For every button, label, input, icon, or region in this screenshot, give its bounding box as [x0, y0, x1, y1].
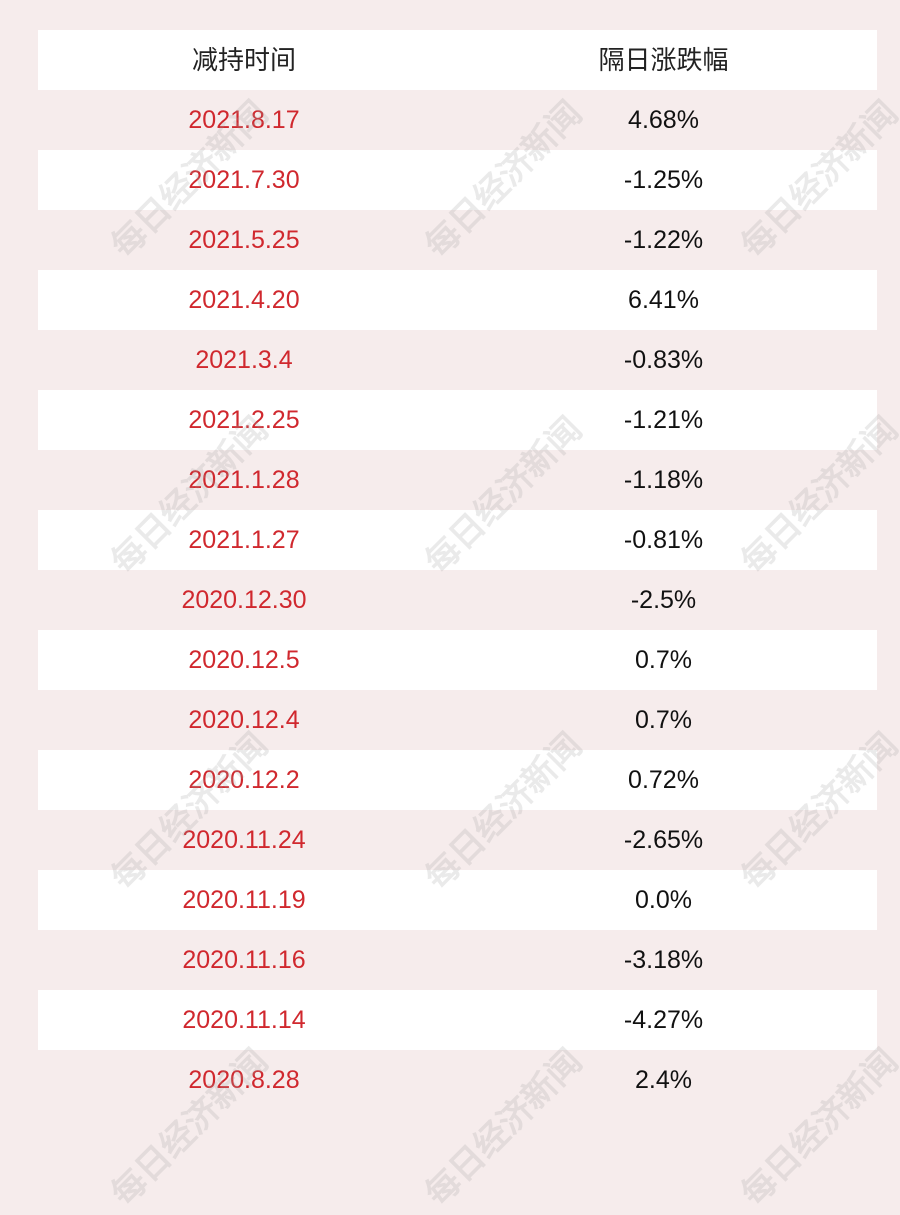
row-date: 2021.8.17: [188, 106, 300, 134]
row-date: 2020.11.24: [182, 826, 306, 854]
table-row: 2021.5.25 -1.22%: [38, 210, 877, 270]
row-change: -3.18%: [623, 946, 704, 974]
row-change: 2.4%: [635, 1066, 692, 1094]
table-row: 2020.12.4 0.7%: [38, 690, 877, 750]
table-row: 2021.8.17 4.68%: [38, 90, 877, 150]
table-row: 2020.8.28 2.4%: [38, 1050, 877, 1110]
table-row: 2021.3.4 -0.83%: [38, 330, 877, 390]
row-date: 2020.12.4: [188, 706, 300, 734]
table-row: 2021.1.28 -1.18%: [38, 450, 877, 510]
row-change: -1.18%: [623, 466, 704, 494]
table-row: 2021.2.25 -1.21%: [38, 390, 877, 450]
row-date: 2020.12.2: [188, 766, 300, 794]
table-row: 2020.11.14 -4.27%: [38, 990, 877, 1050]
row-date: 2021.2.25: [188, 406, 300, 434]
row-date: 2020.11.14: [182, 1006, 306, 1034]
table-row: 2020.12.2 0.72%: [38, 750, 877, 810]
row-change: -1.21%: [623, 406, 704, 434]
table-row: 2020.11.19 0.0%: [38, 870, 877, 930]
table-row: 2020.11.24 -2.65%: [38, 810, 877, 870]
row-date: 2020.11.19: [182, 886, 306, 914]
row-change: -1.22%: [623, 226, 704, 254]
row-date: 2021.7.30: [188, 166, 300, 194]
row-date: 2020.11.16: [182, 946, 306, 974]
row-change: -2.65%: [623, 826, 704, 854]
row-date: 2021.3.4: [195, 346, 293, 374]
row-date: 2020.12.30: [181, 586, 307, 614]
row-date: 2020.12.5: [188, 646, 300, 674]
row-change: -0.81%: [623, 526, 704, 554]
table-header: 减持时间 隔日涨跌幅: [38, 30, 877, 90]
table-row: 2021.4.20 6.41%: [38, 270, 877, 330]
row-date: 2021.5.25: [188, 226, 300, 254]
data-table: 减持时间 隔日涨跌幅 2021.8.17 4.68% 2021.7.30 -1.25%…: [38, 30, 877, 1110]
row-date: 2021.1.28: [188, 466, 300, 494]
row-date: 2021.1.27: [188, 526, 300, 554]
header-date: 减持时间: [191, 45, 296, 75]
table-row: 2021.1.27 -0.81%: [38, 510, 877, 570]
table-row: 2021.7.30 -1.25%: [38, 150, 877, 210]
row-change: 6.41%: [628, 286, 699, 314]
row-change: 0.7%: [635, 646, 692, 674]
row-change: -1.25%: [623, 166, 704, 194]
row-change: -2.5%: [630, 586, 697, 614]
header-change: 隔日涨跌幅: [598, 45, 729, 75]
row-date: 2020.8.28: [188, 1066, 300, 1094]
table-row: 2020.11.16 -3.18%: [38, 930, 877, 990]
row-change: -4.27%: [623, 1006, 704, 1034]
row-change: 0.72%: [628, 766, 699, 794]
row-date: 2021.4.20: [188, 286, 300, 314]
table-row: 2020.12.5 0.7%: [38, 630, 877, 690]
row-change: -0.83%: [623, 346, 704, 374]
row-change: 0.7%: [635, 706, 692, 734]
row-change: 4.68%: [628, 106, 699, 134]
row-change: 0.0%: [635, 886, 692, 914]
table-row: 2020.12.30 -2.5%: [38, 570, 877, 630]
